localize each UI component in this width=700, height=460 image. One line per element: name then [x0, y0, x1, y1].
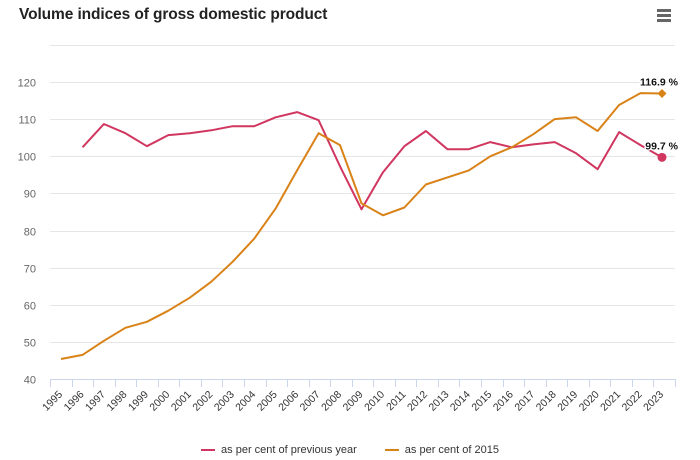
x-tick-label: 2004	[233, 389, 258, 414]
data-point-end	[657, 152, 667, 162]
x-tick-label: 2006	[276, 389, 301, 414]
x-tick-label: 1998	[105, 389, 130, 414]
legend-label: as per cent of previous year	[221, 444, 357, 456]
x-tick-label: 2011	[384, 389, 409, 414]
y-tick-label: 40	[24, 375, 36, 387]
x-tick-label: 2015	[469, 389, 494, 414]
y-tick-label: 50	[24, 338, 36, 350]
x-tick-label: 2009	[341, 389, 366, 414]
x-tick-label: 2007	[298, 389, 323, 414]
x-tick-label: 2003	[212, 389, 237, 414]
hamburger-menu-icon[interactable]	[657, 9, 671, 22]
x-tick-label: 2021	[598, 389, 623, 414]
x-tick-label: 1996	[62, 389, 87, 414]
x-tick-label: 2012	[405, 389, 430, 414]
data-label: 99.7 %	[645, 140, 678, 152]
legend-label: as per cent of 2015	[404, 444, 499, 456]
y-tick-label: 80	[24, 227, 36, 239]
series-line-0	[81, 111, 663, 211]
legend-item-previous-year[interactable]: as per cent of previous year	[201, 444, 357, 456]
legend: as per cent of previous year as per cent…	[0, 444, 700, 456]
x-tick-label: 2020	[577, 389, 602, 414]
x-tick-label: 2005	[255, 389, 280, 414]
legend-item-2015[interactable]: as per cent of 2015	[384, 444, 499, 456]
x-tick-label: 1997	[83, 389, 108, 414]
y-tick-label: 110	[18, 115, 36, 127]
x-tick-label: 2002	[190, 389, 215, 414]
x-tick-label: 2019	[555, 389, 580, 414]
x-tick-label: 2014	[448, 389, 473, 414]
x-tick-label: 1999	[126, 389, 151, 414]
y-tick-label: 90	[24, 189, 36, 201]
x-tick-label: 2017	[512, 389, 537, 414]
x-tick-label: 2016	[491, 389, 516, 414]
line-chart: 40 50 60 70 80 90 100 110 120 1995199619971998199…	[18, 45, 680, 414]
y-tick-label: 70	[24, 264, 36, 276]
legend-swatch-previous-year	[201, 449, 216, 451]
x-tick-label: 2001	[169, 389, 194, 414]
series-line-1	[60, 92, 663, 360]
y-tick-label: 100	[18, 152, 36, 164]
data-label: 116.9 %	[640, 77, 679, 89]
y-tick-label: 60	[24, 301, 36, 313]
x-tick-label: 2013	[426, 389, 451, 414]
x-tick-label: 2023	[641, 389, 666, 414]
legend-swatch-2015	[384, 449, 399, 451]
y-tick-label: 120	[18, 78, 36, 90]
x-tick-label: 2022	[620, 389, 645, 414]
x-tick-label: 2008	[319, 389, 344, 414]
chart-title: Volume indices of gross domestic product	[19, 6, 328, 23]
x-tick-label: 2000	[147, 389, 172, 414]
x-tick-label: 2010	[362, 389, 387, 414]
x-tick-label: 1995	[40, 389, 65, 414]
x-tick-label: 2018	[534, 389, 559, 414]
data-point-end	[657, 89, 667, 99]
